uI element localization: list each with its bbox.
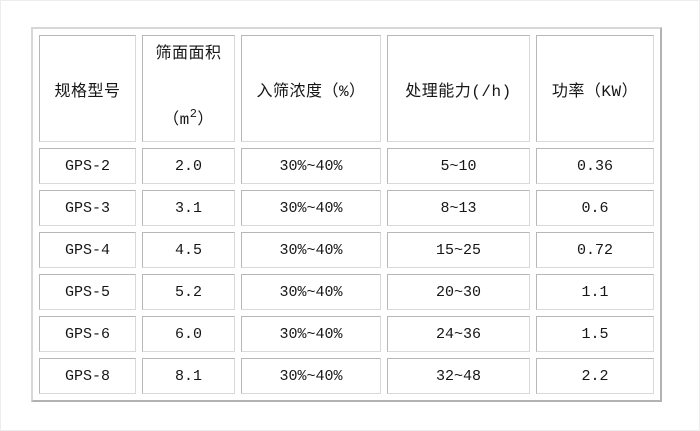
header-screen-area-line1: 筛面面积 [155, 45, 222, 63]
table-row: GPS-5 5.2 30%~40% 20~30 1.1 [39, 274, 654, 310]
cell-concentration: 30%~40% [241, 358, 381, 394]
cell-capacity: 32~48 [387, 358, 530, 394]
cell-capacity: 15~25 [387, 232, 530, 268]
cell-area: 3.1 [142, 190, 235, 226]
cell-power: 0.72 [536, 232, 654, 268]
cell-area: 6.0 [142, 316, 235, 352]
cell-power: 0.36 [536, 148, 654, 184]
cell-model: GPS-8 [39, 358, 136, 394]
table-row: GPS-3 3.1 30%~40% 8~13 0.6 [39, 190, 654, 226]
table-row: GPS-6 6.0 30%~40% 24~36 1.5 [39, 316, 654, 352]
header-capacity: 处理能力(/h) [387, 35, 530, 142]
cell-power: 1.1 [536, 274, 654, 310]
cell-model: GPS-3 [39, 190, 136, 226]
table-row: GPS-4 4.5 30%~40% 15~25 0.72 [39, 232, 654, 268]
cell-capacity: 20~30 [387, 274, 530, 310]
cell-power: 1.5 [536, 316, 654, 352]
header-model: 规格型号 [39, 35, 136, 142]
cell-area: 2.0 [142, 148, 235, 184]
cell-model: GPS-6 [39, 316, 136, 352]
cell-model: GPS-2 [39, 148, 136, 184]
cell-capacity: 24~36 [387, 316, 530, 352]
cell-power: 2.2 [536, 358, 654, 394]
table-row: GPS-2 2.0 30%~40% 5~10 0.36 [39, 148, 654, 184]
cell-concentration: 30%~40% [241, 148, 381, 184]
cell-power: 0.6 [536, 190, 654, 226]
header-screen-area-unit-open: （m [163, 111, 190, 129]
header-screen-area: 筛面面积 （m2） [142, 35, 235, 142]
header-screen-area-unit-sup: 2 [189, 107, 198, 121]
table-row: GPS-8 8.1 30%~40% 32~48 2.2 [39, 358, 654, 394]
cell-capacity: 8~13 [387, 190, 530, 226]
cell-concentration: 30%~40% [241, 316, 381, 352]
cell-concentration: 30%~40% [241, 274, 381, 310]
cell-area: 5.2 [142, 274, 235, 310]
header-feed-concentration: 入筛浓度（%） [241, 35, 381, 142]
cell-concentration: 30%~40% [241, 232, 381, 268]
cell-area: 4.5 [142, 232, 235, 268]
cell-capacity: 5~10 [387, 148, 530, 184]
header-screen-area-lines: 筛面面积 （m2） [143, 36, 234, 141]
cell-model: GPS-5 [39, 274, 136, 310]
header-power: 功率（KW） [536, 35, 654, 142]
cell-model: GPS-4 [39, 232, 136, 268]
cell-concentration: 30%~40% [241, 190, 381, 226]
cell-area: 8.1 [142, 358, 235, 394]
spec-table: 规格型号 筛面面积 （m2） 入筛浓度（%） 处理能力(/h) 功率（KW） G… [31, 27, 662, 402]
header-screen-area-unit: （m2） [163, 105, 214, 129]
header-screen-area-unit-close: ） [197, 111, 214, 129]
table-header-row: 规格型号 筛面面积 （m2） 入筛浓度（%） 处理能力(/h) 功率（KW） [39, 35, 654, 142]
